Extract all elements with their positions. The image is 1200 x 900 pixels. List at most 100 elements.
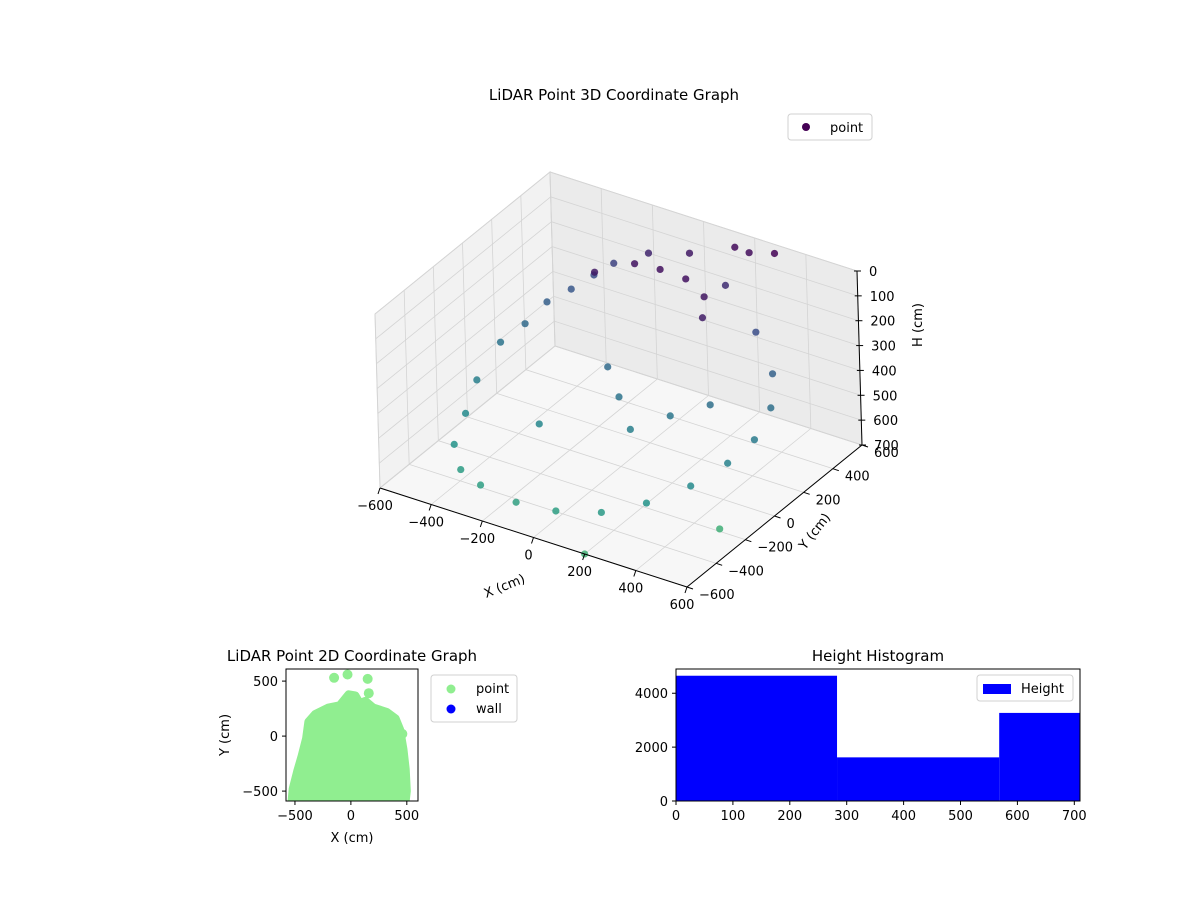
data-point-3d	[685, 249, 694, 257]
legend-label-wall: wall	[476, 702, 502, 717]
chart-title-3d: LiDAR Point 3D Coordinate Graph	[489, 86, 739, 104]
x-tick-label-3d: −600	[357, 499, 393, 514]
data-point-3d	[543, 298, 551, 306]
x-tick-3d	[582, 553, 586, 561]
x-tick-label-3d: 600	[670, 598, 695, 613]
z-axis-line-3d	[856, 270, 863, 446]
x-tick-3d	[633, 570, 637, 577]
data-point-3d	[656, 265, 664, 274]
y-tick-label-3d: 400	[845, 470, 870, 485]
lidar-2d-plot: LiDAR Point 2D Coordinate Graph −500 0 500…	[218, 647, 518, 846]
y-tick-label-3d: 600	[874, 446, 899, 461]
data-point-3d	[450, 440, 458, 448]
y-tick-label-2d: 500	[253, 675, 278, 690]
x-tick-label-2d: 500	[394, 809, 419, 824]
z-tick-label-3d: 300	[871, 340, 896, 355]
data-point-3d	[590, 268, 599, 276]
grid-line-z	[374, 171, 858, 315]
x-tick-label-histogram: 300	[834, 809, 859, 824]
legend-label-height: Height	[1021, 682, 1064, 697]
data-point-3d	[731, 243, 739, 251]
lidar-3d-plot: LiDAR Point 3D Coordinate Graph −600 −400…	[357, 86, 926, 613]
legend-marker-point	[802, 123, 810, 131]
x-tick-3d	[428, 504, 432, 511]
data-point-3d	[597, 508, 605, 517]
legend-box	[787, 113, 873, 141]
data-point-3d	[615, 393, 623, 401]
data-point-3d	[770, 249, 779, 258]
plot-frame-histogram	[675, 668, 1081, 802]
data-point-3d	[750, 436, 759, 444]
histogram-bar	[676, 675, 838, 801]
axis-ticks-3d: −600 −400 −200 0 200 400 600 −600 −400 −200 0 200 40…	[357, 265, 899, 613]
y-tick-3d	[803, 491, 810, 495]
grid-line-z	[376, 221, 859, 365]
y-tick-label-2d: −500	[242, 785, 278, 800]
z-tick-label-3d: 700	[874, 439, 899, 454]
points-3d	[450, 243, 779, 558]
data-point-3d	[724, 459, 732, 467]
legend-marker-height	[983, 684, 1011, 694]
data-point-3d	[473, 376, 481, 384]
chart-title-histogram: Height Histogram	[812, 647, 944, 665]
legend-3d: point	[787, 113, 873, 141]
y-tick-label-3d: −400	[728, 564, 764, 579]
data-point-3d	[604, 363, 612, 371]
x-tick-label-histogram: 500	[948, 809, 973, 824]
data-point-3d	[476, 481, 485, 489]
z-tick-label-3d: 400	[872, 364, 897, 379]
data-point-3d	[682, 275, 690, 283]
data-point-3d	[496, 338, 505, 346]
z-tick-label-3d: 600	[873, 414, 898, 429]
data-point-3d	[567, 285, 575, 293]
x-tick-label-3d: 400	[618, 582, 643, 597]
data-point-3d	[512, 498, 520, 506]
chart-title-2d: LiDAR Point 2D Coordinate Graph	[227, 647, 477, 665]
data-point-3d	[767, 404, 775, 412]
data-point-3d	[552, 507, 560, 515]
y-tick-label-2d: 0	[270, 730, 278, 745]
data-point-3d	[752, 328, 760, 336]
y-tick-3d	[832, 468, 839, 472]
z-tick-label-3d: 100	[870, 290, 895, 305]
grid-line-z	[375, 196, 858, 340]
z-axis-label-3d: H (cm)	[911, 303, 926, 347]
data-point-2d	[329, 672, 340, 683]
legend-label-point: point	[476, 682, 509, 697]
y-tick-label-histogram: 2000	[635, 741, 668, 756]
data-point-2d	[363, 688, 374, 699]
point-cloud-2d	[287, 690, 411, 801]
x-tick-label-3d: −400	[408, 516, 444, 531]
y-tick-3d	[745, 539, 752, 543]
data-point-3d	[687, 482, 695, 490]
histogram-bar	[999, 712, 1080, 801]
x-axis-label-2d: X (cm)	[331, 831, 374, 846]
data-point-3d	[642, 499, 651, 507]
data-point-3d	[610, 259, 618, 267]
grid-line-z	[376, 246, 860, 389]
data-point-3d	[700, 293, 708, 301]
data-point-3d	[644, 249, 653, 257]
y-tick-label-3d: −200	[757, 541, 793, 556]
data-point-3d	[706, 401, 714, 409]
y-tick-label-3d: 200	[816, 493, 841, 508]
data-point-3d	[521, 320, 529, 328]
x-tick-3d	[479, 520, 483, 528]
x-axis-label-3d: X (cm)	[482, 572, 527, 602]
x-tick-label-2d: 0	[347, 809, 355, 824]
y-axis-label-2d: Y (cm)	[218, 714, 233, 757]
y-tick-label-histogram: 4000	[635, 687, 668, 702]
data-point-3d	[698, 314, 707, 322]
legend-label-point: point	[830, 121, 863, 136]
data-point-3d	[461, 409, 470, 417]
legend-marker-point	[446, 684, 456, 694]
data-point-3d	[768, 370, 777, 378]
data-point-3d	[745, 249, 753, 257]
x-tick-label-histogram: 100	[720, 809, 745, 824]
y-tick-label-histogram: 0	[660, 795, 668, 810]
x-tick-label-2d: −500	[277, 809, 313, 824]
y-axis-label-3d: Y (cm)	[796, 511, 834, 554]
x-tick-label-histogram: 600	[1005, 809, 1030, 824]
height-histogram: Height Histogram 0 100 200 300 400 500 600 700 0…	[635, 647, 1087, 824]
